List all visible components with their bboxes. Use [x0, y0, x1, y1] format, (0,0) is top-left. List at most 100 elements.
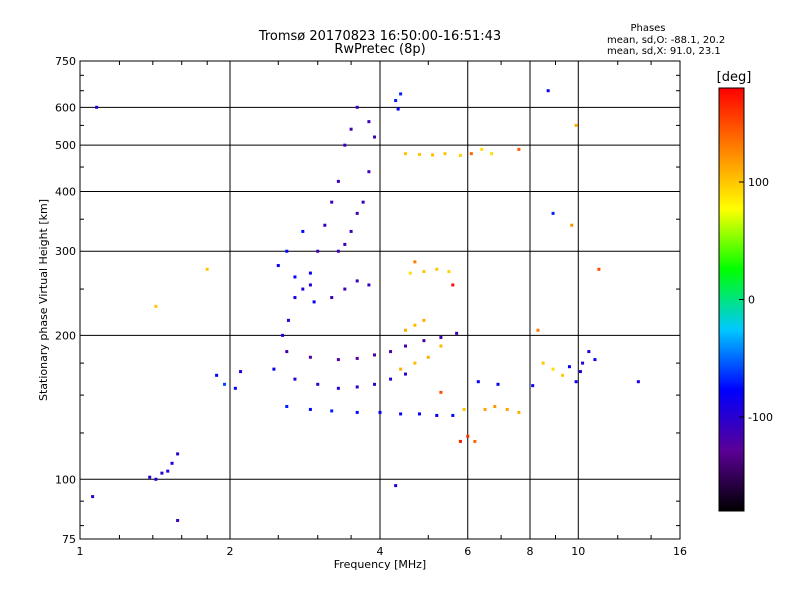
data-point: [205, 267, 209, 271]
data-point: [373, 382, 377, 386]
data-point: [91, 495, 95, 499]
data-point: [574, 123, 578, 127]
data-point: [367, 283, 371, 287]
data-point: [531, 384, 535, 388]
data-point: [636, 380, 640, 384]
data-point: [587, 350, 591, 354]
data-point: [285, 404, 289, 408]
y-tick-label: 100: [55, 473, 76, 486]
data-point: [581, 361, 585, 365]
data-point: [336, 249, 340, 253]
data-point: [301, 229, 305, 233]
data-point: [95, 105, 99, 109]
data-point: [536, 328, 540, 332]
data-point: [574, 380, 578, 384]
data-point: [272, 367, 276, 371]
data-point: [567, 365, 571, 369]
data-point: [355, 356, 359, 360]
data-point: [301, 287, 305, 291]
x-axis-label: Frequency [MHz]: [334, 558, 426, 571]
data-point: [154, 477, 158, 481]
data-point: [403, 372, 407, 376]
data-point: [496, 382, 500, 386]
stats-line-x: mean, sd,X: 91.0, 23.1: [607, 46, 721, 57]
data-point: [176, 518, 180, 522]
x-tick-label: 4: [377, 545, 384, 558]
data-point: [308, 407, 312, 411]
data-point: [308, 271, 312, 275]
colorbar-tick-label: 0: [748, 294, 755, 307]
data-point: [336, 179, 340, 183]
data-point: [417, 153, 421, 157]
data-point: [396, 107, 400, 111]
y-axis-label: Stationary phase Virtual Height [km]: [37, 199, 50, 401]
data-point: [389, 377, 393, 381]
data-point: [349, 127, 353, 131]
data-point: [435, 267, 439, 271]
data-point: [223, 382, 227, 386]
data-point: [308, 355, 312, 359]
data-point: [541, 361, 545, 365]
data-point: [176, 452, 180, 456]
data-point: [570, 223, 574, 227]
data-point: [336, 358, 340, 362]
x-tick-label: 8: [527, 545, 534, 558]
data-point: [160, 471, 164, 475]
data-point: [343, 287, 347, 291]
data-point: [462, 407, 466, 411]
data-point: [561, 373, 565, 377]
data-point: [551, 367, 555, 371]
data-point: [593, 358, 597, 362]
data-point: [422, 318, 426, 322]
data-point: [451, 283, 455, 287]
data-point: [154, 304, 158, 308]
chart-title: Tromsø 20170823 16:50:00-16:51:43: [258, 29, 501, 44]
data-point: [316, 382, 320, 386]
data-point: [355, 211, 359, 215]
data-point: [293, 275, 297, 279]
y-tick-label: 600: [55, 101, 76, 114]
data-point: [276, 264, 280, 268]
data-point: [285, 350, 289, 354]
data-point: [312, 300, 316, 304]
x-tick-label: 10: [571, 545, 585, 558]
stats-heading: Phases: [630, 23, 665, 34]
chart-subtitle: RwPretec (8p): [334, 42, 425, 57]
data-point: [451, 413, 455, 417]
data-point: [285, 249, 289, 253]
y-tick-label: 400: [55, 185, 76, 198]
data-point: [239, 370, 243, 374]
data-point: [435, 413, 439, 417]
data-point: [355, 410, 359, 414]
y-tick-label: 200: [55, 329, 76, 342]
y-tick-label: 300: [55, 245, 76, 258]
data-point: [505, 407, 509, 411]
data-point: [378, 410, 382, 414]
data-point: [343, 143, 347, 147]
colorbar-unit: [deg]: [717, 70, 752, 85]
data-point: [336, 386, 340, 390]
data-point: [403, 328, 407, 332]
data-point: [493, 404, 497, 408]
data-point: [439, 390, 443, 394]
data-point: [367, 120, 371, 124]
x-tick-label: 6: [464, 545, 471, 558]
data-point: [403, 152, 407, 156]
data-point: [394, 99, 398, 103]
data-point: [413, 361, 417, 365]
y-tick-label: 500: [55, 139, 76, 152]
data-point: [447, 270, 451, 274]
data-point: [597, 267, 601, 271]
data-point: [466, 434, 470, 438]
stats-line-o: mean, sd,O: -88.1, 20.2: [607, 35, 725, 46]
y-tick-label: 75: [62, 533, 76, 546]
data-point: [330, 296, 334, 300]
data-point: [546, 89, 550, 93]
data-point: [426, 355, 430, 359]
data-point: [517, 410, 521, 414]
data-point: [551, 211, 555, 215]
data-point: [578, 370, 582, 374]
data-point: [316, 249, 320, 253]
data-point: [399, 412, 403, 416]
